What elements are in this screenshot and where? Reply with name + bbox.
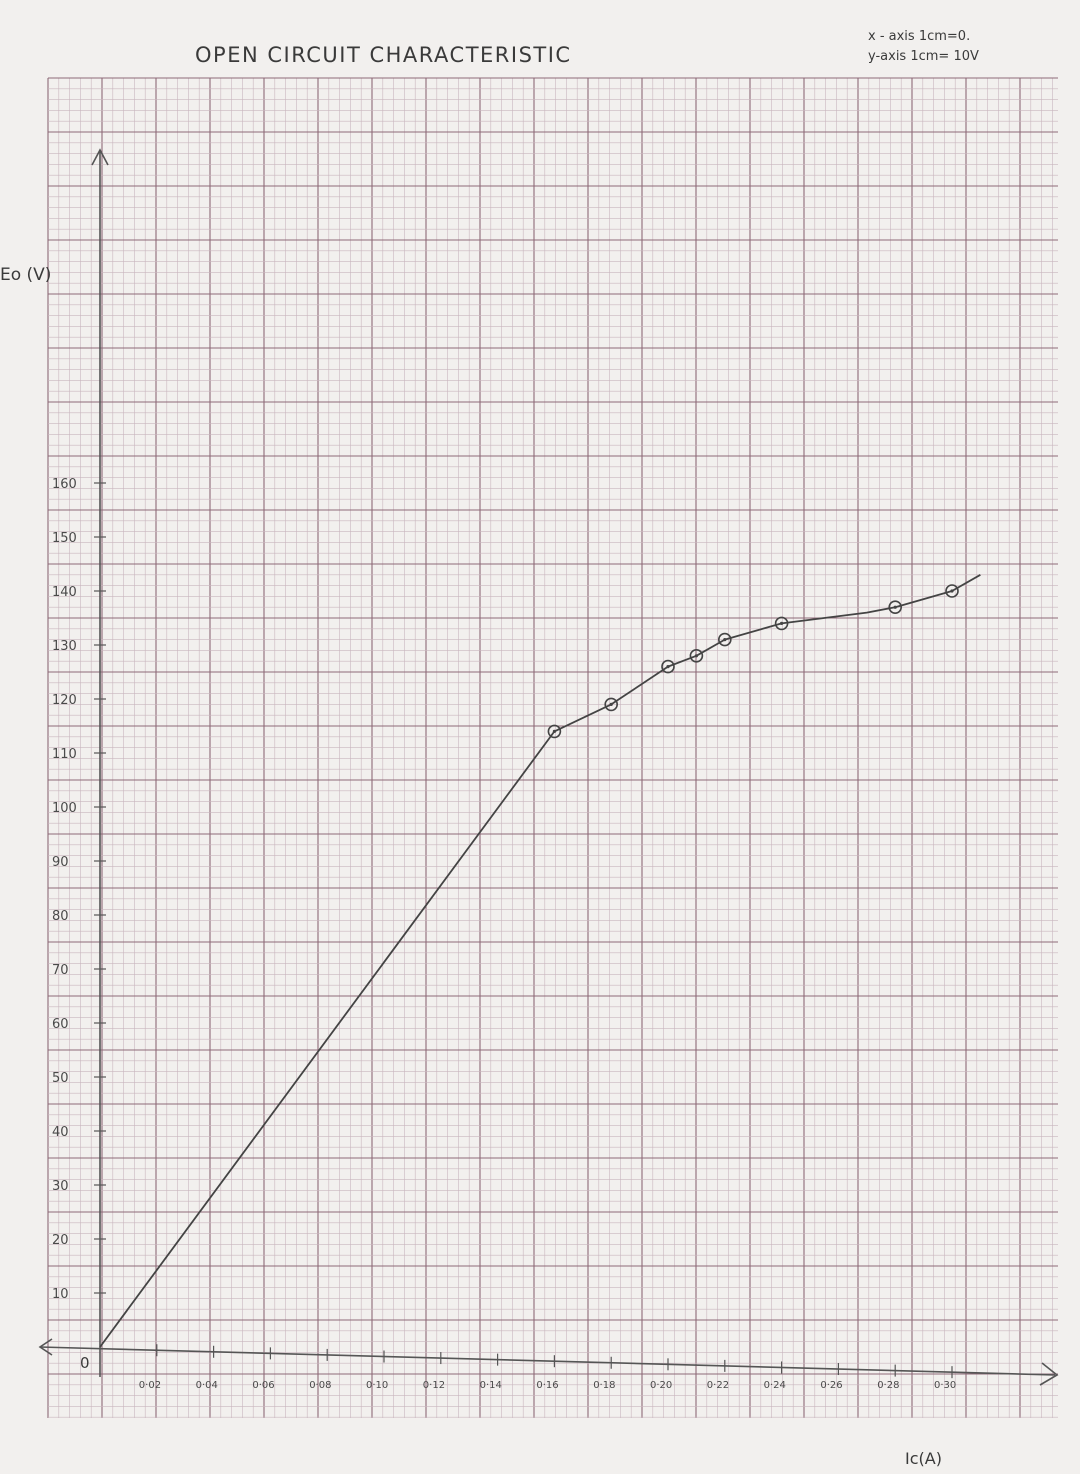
series [99,574,981,1348]
data-point-marker [689,648,704,663]
data-point-dot [893,605,897,609]
y-tick-label: 120 [52,693,77,708]
y-axis-label: Eo (V) [0,265,51,285]
data-point-marker [547,724,562,739]
x-tick-label: 0·28 [877,1380,899,1391]
y-tick-label: 50 [52,1071,69,1086]
data-point-dot [950,589,954,593]
data-point-dot [723,638,727,642]
x-tick-label: 0·20 [650,1380,672,1391]
grid [47,77,1058,1418]
x-tick-label: 0·24 [764,1380,786,1391]
y-tick-label: 130 [52,639,77,654]
data-point-dot [609,702,613,707]
x-tick-label: 0·06 [252,1380,274,1391]
x-tick-label: 0·02 [139,1380,161,1391]
x-tick-label: 0·08 [309,1380,331,1391]
data-point-dot [552,729,557,734]
x-tick-label: 0·12 [423,1380,445,1391]
axes [38,148,1059,1386]
data-point-dot [694,654,699,658]
scale-note-x: x - axis 1cm=0. [868,29,970,44]
data-point-dot [666,665,670,669]
data-point-marker [888,600,903,615]
data-point-marker [945,584,959,598]
y-tick-label: 30 [52,1179,69,1194]
y-tick-label: 160 [52,477,77,492]
data-point-marker [661,659,675,674]
x-axis-arrow [1039,1362,1059,1386]
x-tick-label: 0·26 [820,1380,842,1391]
x-tick-label: 0·04 [196,1380,218,1391]
data-point-dot [780,621,784,626]
occ-curve [99,574,981,1348]
x-tick-label: 0·16 [536,1380,558,1391]
chart-title: OPEN CIRCUIT CHARACTERISTIC [195,43,572,67]
origin-label: 0 [80,1354,90,1372]
x-tick-label: 0·10 [366,1380,388,1391]
x-tick-label: 0·22 [707,1380,729,1391]
y-tick-label: 100 [52,801,77,816]
y-tick-label: 140 [52,585,77,600]
y-tick-label: 60 [52,1017,69,1032]
data-point-marker [717,632,732,647]
tick-labels: 10 20 30 40 50 60 70 80 90 100 110 120 130 140 150 160 0… [52,477,956,1391]
x-tick-label: 0·18 [593,1380,615,1391]
x-tick-label: 0·14 [480,1380,502,1391]
x-axis-arrow-left [38,1338,53,1356]
y-axis-arrow [91,148,109,166]
data-point-marker [604,697,619,712]
y-tick-label: 150 [52,531,77,546]
y-tick-label: 70 [52,963,69,978]
data-point-marker [774,616,789,631]
y-tick-label: 90 [52,855,69,870]
scale-note-y: y-axis 1cm= 10V [868,49,979,64]
y-tick-label: 110 [52,747,77,762]
y-tick-label: 40 [52,1125,69,1140]
x-axis-label: Ic(A) [905,1449,942,1468]
x-tick-label: 0·30 [934,1380,956,1391]
y-tick-label: 80 [52,909,69,924]
y-tick-label: 20 [52,1233,69,1248]
x-axis-line [39,1346,1056,1376]
y-tick-label: 10 [52,1287,69,1302]
